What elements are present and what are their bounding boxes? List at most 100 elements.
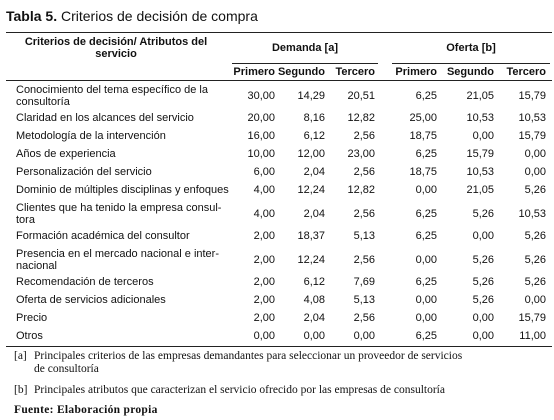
cell-value: 0,00: [472, 312, 494, 324]
cell-value: 11,00: [519, 330, 546, 342]
cell-value: 2,56: [353, 254, 375, 266]
rule: [232, 63, 378, 64]
cell-value: 20,51: [347, 90, 375, 102]
cell-value: 12,24: [297, 184, 325, 196]
cell-value: 10,53: [518, 208, 546, 220]
row-label: Clientes que ha tenido la empresa consul…: [16, 202, 222, 214]
cell-value: 15,79: [466, 148, 494, 160]
cell-value: 2,56: [353, 166, 375, 178]
cell-value: 15,79: [518, 312, 546, 324]
row-label: Recomendación de terceros: [16, 276, 154, 288]
cell-value: 15,79: [518, 90, 546, 102]
cell-value: 6,25: [415, 90, 437, 102]
cell-value: 0,00: [472, 130, 494, 142]
column-header: Primero: [233, 66, 275, 78]
cell-value: 16,00: [247, 130, 275, 142]
cell-value: 5,26: [472, 276, 494, 288]
row-label: Oferta de servicios adicionales: [16, 294, 166, 306]
column-header: Tercero: [335, 66, 375, 78]
cell-value: 6,12: [303, 130, 325, 142]
column-header: Primero: [395, 66, 437, 78]
cell-value: 6,12: [303, 276, 325, 288]
header-demanda: Demanda [a]: [271, 42, 339, 54]
row-label: Metodología de la intervención: [16, 130, 166, 142]
cell-value: 15,79: [518, 130, 546, 142]
cell-value: 2,00: [253, 230, 275, 242]
cell-value: 2,56: [353, 130, 375, 142]
cell-value: 0,00: [415, 254, 437, 266]
cell-value: 2,56: [353, 312, 375, 324]
cell-value: 5,26: [472, 208, 494, 220]
rule: [6, 80, 552, 81]
row-label: Presencia en el mercado nacional e inter…: [16, 248, 220, 260]
footnote-mark: [b]: [14, 384, 28, 396]
cell-value: 0,00: [415, 294, 437, 306]
cell-value: 5,26: [524, 254, 546, 266]
cell-value: 5,26: [524, 184, 546, 196]
cell-value: 2,04: [303, 166, 325, 178]
cell-value: 5,26: [524, 230, 546, 242]
cell-value: 0,00: [303, 330, 325, 342]
title-number: Tabla 5.: [6, 8, 58, 24]
cell-value: 10,53: [466, 112, 494, 124]
cell-value: 4,00: [253, 184, 275, 196]
cell-value: 5,13: [353, 230, 375, 242]
cell-value: 0,00: [472, 330, 494, 342]
cell-value: 4,00: [253, 208, 275, 220]
rule: [6, 32, 552, 33]
cell-value: 4,08: [303, 294, 325, 306]
column-header: Tercero: [506, 66, 546, 78]
cell-value: 21,05: [466, 90, 494, 102]
footnote-text: Principales atributos que caracterizan e…: [34, 384, 445, 396]
cell-value: 6,00: [253, 166, 275, 178]
footnote-text: Principales criterios de las empresas de…: [34, 350, 463, 362]
cell-value: 5,13: [353, 294, 375, 306]
row-label: tora: [16, 214, 35, 226]
cell-value: 0,00: [524, 294, 546, 306]
row-label: Personalización del servicio: [16, 166, 152, 178]
cell-value: 7,69: [353, 276, 375, 288]
cell-value: 30,00: [247, 90, 275, 102]
cell-value: 2,00: [253, 276, 275, 288]
cell-value: 12,82: [347, 112, 375, 124]
row-label: Claridad en los alcances del servicio: [16, 112, 194, 124]
row-label: Precio: [16, 312, 48, 324]
cell-value: 0,00: [415, 184, 437, 196]
row-label: nacional: [16, 260, 57, 272]
header-criteria: Criterios de decisión/ Atributos del: [24, 36, 208, 48]
cell-value: 0,00: [253, 330, 275, 342]
footnote-text: de consultoría: [34, 363, 99, 375]
cell-value: 0,00: [524, 166, 546, 178]
cell-value: 6,25: [415, 276, 437, 288]
cell-value: 2,00: [253, 294, 275, 306]
cell-value: 2,56: [353, 208, 375, 220]
cell-value: 0,00: [415, 312, 437, 324]
cell-value: 0,00: [524, 148, 546, 160]
column-header: Segundo: [277, 66, 325, 78]
cell-value: 10,53: [518, 112, 546, 124]
row-label: Años de experiencia: [16, 148, 116, 160]
cell-value: 14,29: [297, 90, 325, 102]
row-label: consultoría: [16, 96, 70, 108]
cell-value: 6,25: [415, 330, 437, 342]
rule: [392, 63, 550, 64]
cell-value: 2,04: [303, 312, 325, 324]
cell-value: 8,16: [303, 112, 325, 124]
cell-value: 2,00: [253, 254, 275, 266]
cell-value: 10,53: [466, 166, 494, 178]
cell-value: 0,00: [353, 330, 375, 342]
cell-value: 18,37: [297, 230, 325, 242]
row-label: Dominio de múltiples disciplinas y enfoq…: [16, 184, 229, 196]
column-header: Segundo: [446, 66, 494, 78]
footnote-mark: [a]: [14, 350, 27, 362]
cell-value: 21,05: [466, 184, 494, 196]
title-text: Criterios de decisión de compra: [60, 8, 258, 24]
cell-value: 2,00: [253, 312, 275, 324]
row-label: Otros: [16, 330, 43, 342]
cell-value: 6,25: [415, 148, 437, 160]
source: Fuente: Elaboración propia: [14, 404, 158, 416]
cell-value: 5,26: [472, 294, 494, 306]
row-label: Conocimiento del tema específico de la: [16, 84, 208, 96]
cell-value: 23,00: [347, 148, 375, 160]
